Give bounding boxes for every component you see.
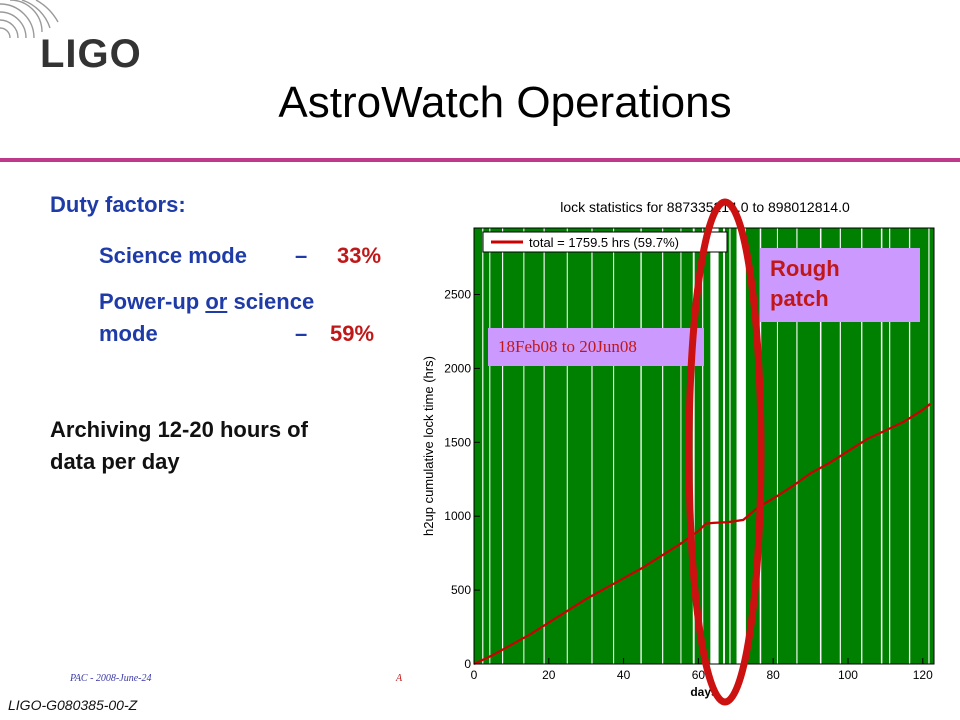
y-axis-label: h2up cumulative lock time (hrs) [421, 356, 436, 536]
no-lock-gap [640, 228, 642, 664]
power-dash: – [295, 321, 308, 346]
chart-gaps [482, 228, 930, 664]
x-tick-label: 100 [838, 668, 858, 682]
no-lock-gap [796, 228, 798, 664]
x-tick-label: 80 [767, 668, 781, 682]
footer-left: PAC - 2008-June-24 [70, 673, 152, 684]
logo-arcs-icon [0, 0, 59, 39]
no-lock-gap [839, 228, 841, 664]
power-line1-or: or [205, 289, 228, 314]
no-lock-gap [710, 228, 719, 664]
no-lock-gap [566, 228, 568, 664]
document-id: LIGO-G080385-00-Z [8, 697, 138, 713]
y-tick-label: 0 [464, 657, 471, 671]
no-lock-gap [928, 228, 930, 664]
page-title: AstroWatch Operations [278, 78, 732, 127]
no-lock-gap [613, 228, 615, 664]
series-line-total [473, 403, 931, 665]
no-lock-gap [662, 228, 664, 664]
science-value: 33% [337, 243, 382, 268]
legend-box [482, 231, 728, 253]
x-tick-label: 20 [542, 668, 556, 682]
rough-line2: patch [770, 286, 829, 311]
y-tick-label: 500 [451, 583, 471, 597]
no-lock-gap [776, 228, 778, 664]
no-lock-gap [908, 228, 911, 664]
no-lock-gap [591, 228, 593, 664]
no-lock-gap [692, 228, 695, 664]
no-lock-gap [702, 228, 704, 664]
chart-title: lock statistics for 887335214.0 to 89801… [560, 199, 850, 215]
science-label: Science mode [99, 243, 247, 268]
no-lock-gap [680, 228, 682, 664]
science-dash: – [295, 243, 308, 268]
x-tick-label: 60 [692, 668, 706, 682]
no-lock-gap [482, 228, 484, 664]
no-lock-gap [729, 228, 731, 664]
power-line1: Power-up or science [99, 286, 314, 318]
no-lock-gap [543, 228, 545, 664]
power-line1-a: Power-up [99, 289, 206, 314]
x-tick-label: 40 [617, 668, 631, 682]
title-divider [0, 158, 960, 162]
x-tick-label: 0 [471, 668, 478, 682]
y-tick-label: 1000 [444, 509, 471, 523]
y-tick-label: 2000 [444, 361, 471, 375]
no-lock-gap [736, 228, 746, 664]
rough-line1: Rough [770, 256, 840, 281]
power-value: 59% [330, 321, 375, 346]
power-line1-b: science [227, 289, 315, 314]
y-tick-label: 1500 [444, 435, 471, 449]
no-lock-gap [819, 228, 822, 664]
no-lock-gap [523, 228, 525, 664]
x-tick-label: 120 [913, 668, 933, 682]
power-line2: mode [99, 321, 158, 346]
tick-labels: 0 20 40 60 80 100 120 0 500 1000 1500 2000 2500 [444, 288, 933, 682]
archiving-line2: data per day [50, 449, 180, 474]
no-lock-gap [489, 228, 491, 664]
no-lock-gap [861, 228, 863, 664]
no-lock-gap [880, 228, 883, 664]
highlight-ellipse [685, 198, 765, 706]
no-lock-gap [502, 228, 504, 664]
duty-heading: Duty factors: [50, 192, 186, 217]
footer-mid: A [396, 673, 403, 684]
y-tick-label: 2500 [444, 288, 471, 302]
ligo-logo: LIGO [40, 32, 142, 76]
rough-patch-callout: Rough patch [760, 248, 920, 322]
archiving-line1: Archiving 12-20 hours of [50, 417, 308, 442]
date-range-callout: 18Feb08 to 20Jun08 [488, 328, 704, 366]
legend-label: total = 1759.5 hrs (59.7%) [529, 235, 679, 250]
no-lock-gap [723, 228, 725, 664]
no-lock-gap [889, 228, 891, 664]
